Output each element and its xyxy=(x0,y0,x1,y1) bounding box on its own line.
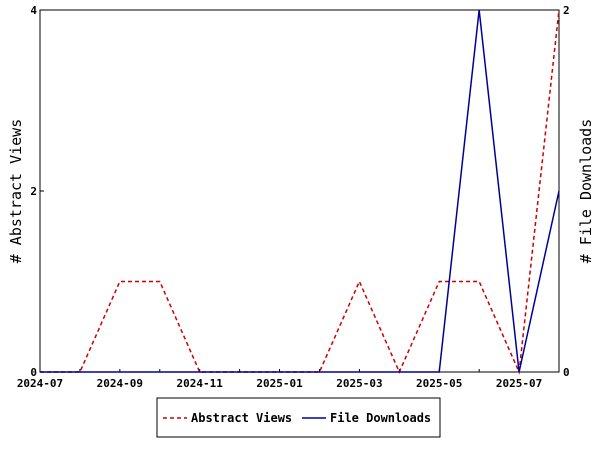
plot-area xyxy=(39,9,560,373)
y-tick-label-right: 2 xyxy=(563,4,570,17)
legend: Abstract Views File Downloads xyxy=(156,397,441,438)
y-tick-label-left: 0 xyxy=(30,366,37,379)
legend-label-file-downloads: File Downloads xyxy=(330,411,431,425)
y-axis-title-right: # File Downloads xyxy=(577,119,595,264)
x-tick-label: 2025-07 xyxy=(496,377,542,390)
y-tick-label-right: 0 xyxy=(563,366,570,379)
x-tick-label: 2024-09 xyxy=(97,377,143,390)
series-layer xyxy=(40,9,560,375)
x-tick-label: 2025-05 xyxy=(416,377,462,390)
y-tick-label-left: 2 xyxy=(30,185,37,198)
x-tick-label: 2024-07 xyxy=(17,377,63,390)
x-tick-label: 2025-01 xyxy=(256,377,303,390)
y-axis-title-left: # Abstract Views xyxy=(7,119,25,264)
legend-label-abstract-views: Abstract Views xyxy=(191,411,292,425)
series-line-file-downloads xyxy=(40,9,560,373)
y-tick-label-left: 4 xyxy=(30,4,37,17)
legend-box xyxy=(156,397,441,438)
x-axis-ticks: 2024-07 2024-09 2024-11 2025-01 2025-03 2025-… xyxy=(17,369,560,390)
x-tick-label: 2024-11 xyxy=(177,377,224,390)
x-tick-label: 2025-03 xyxy=(336,377,382,390)
